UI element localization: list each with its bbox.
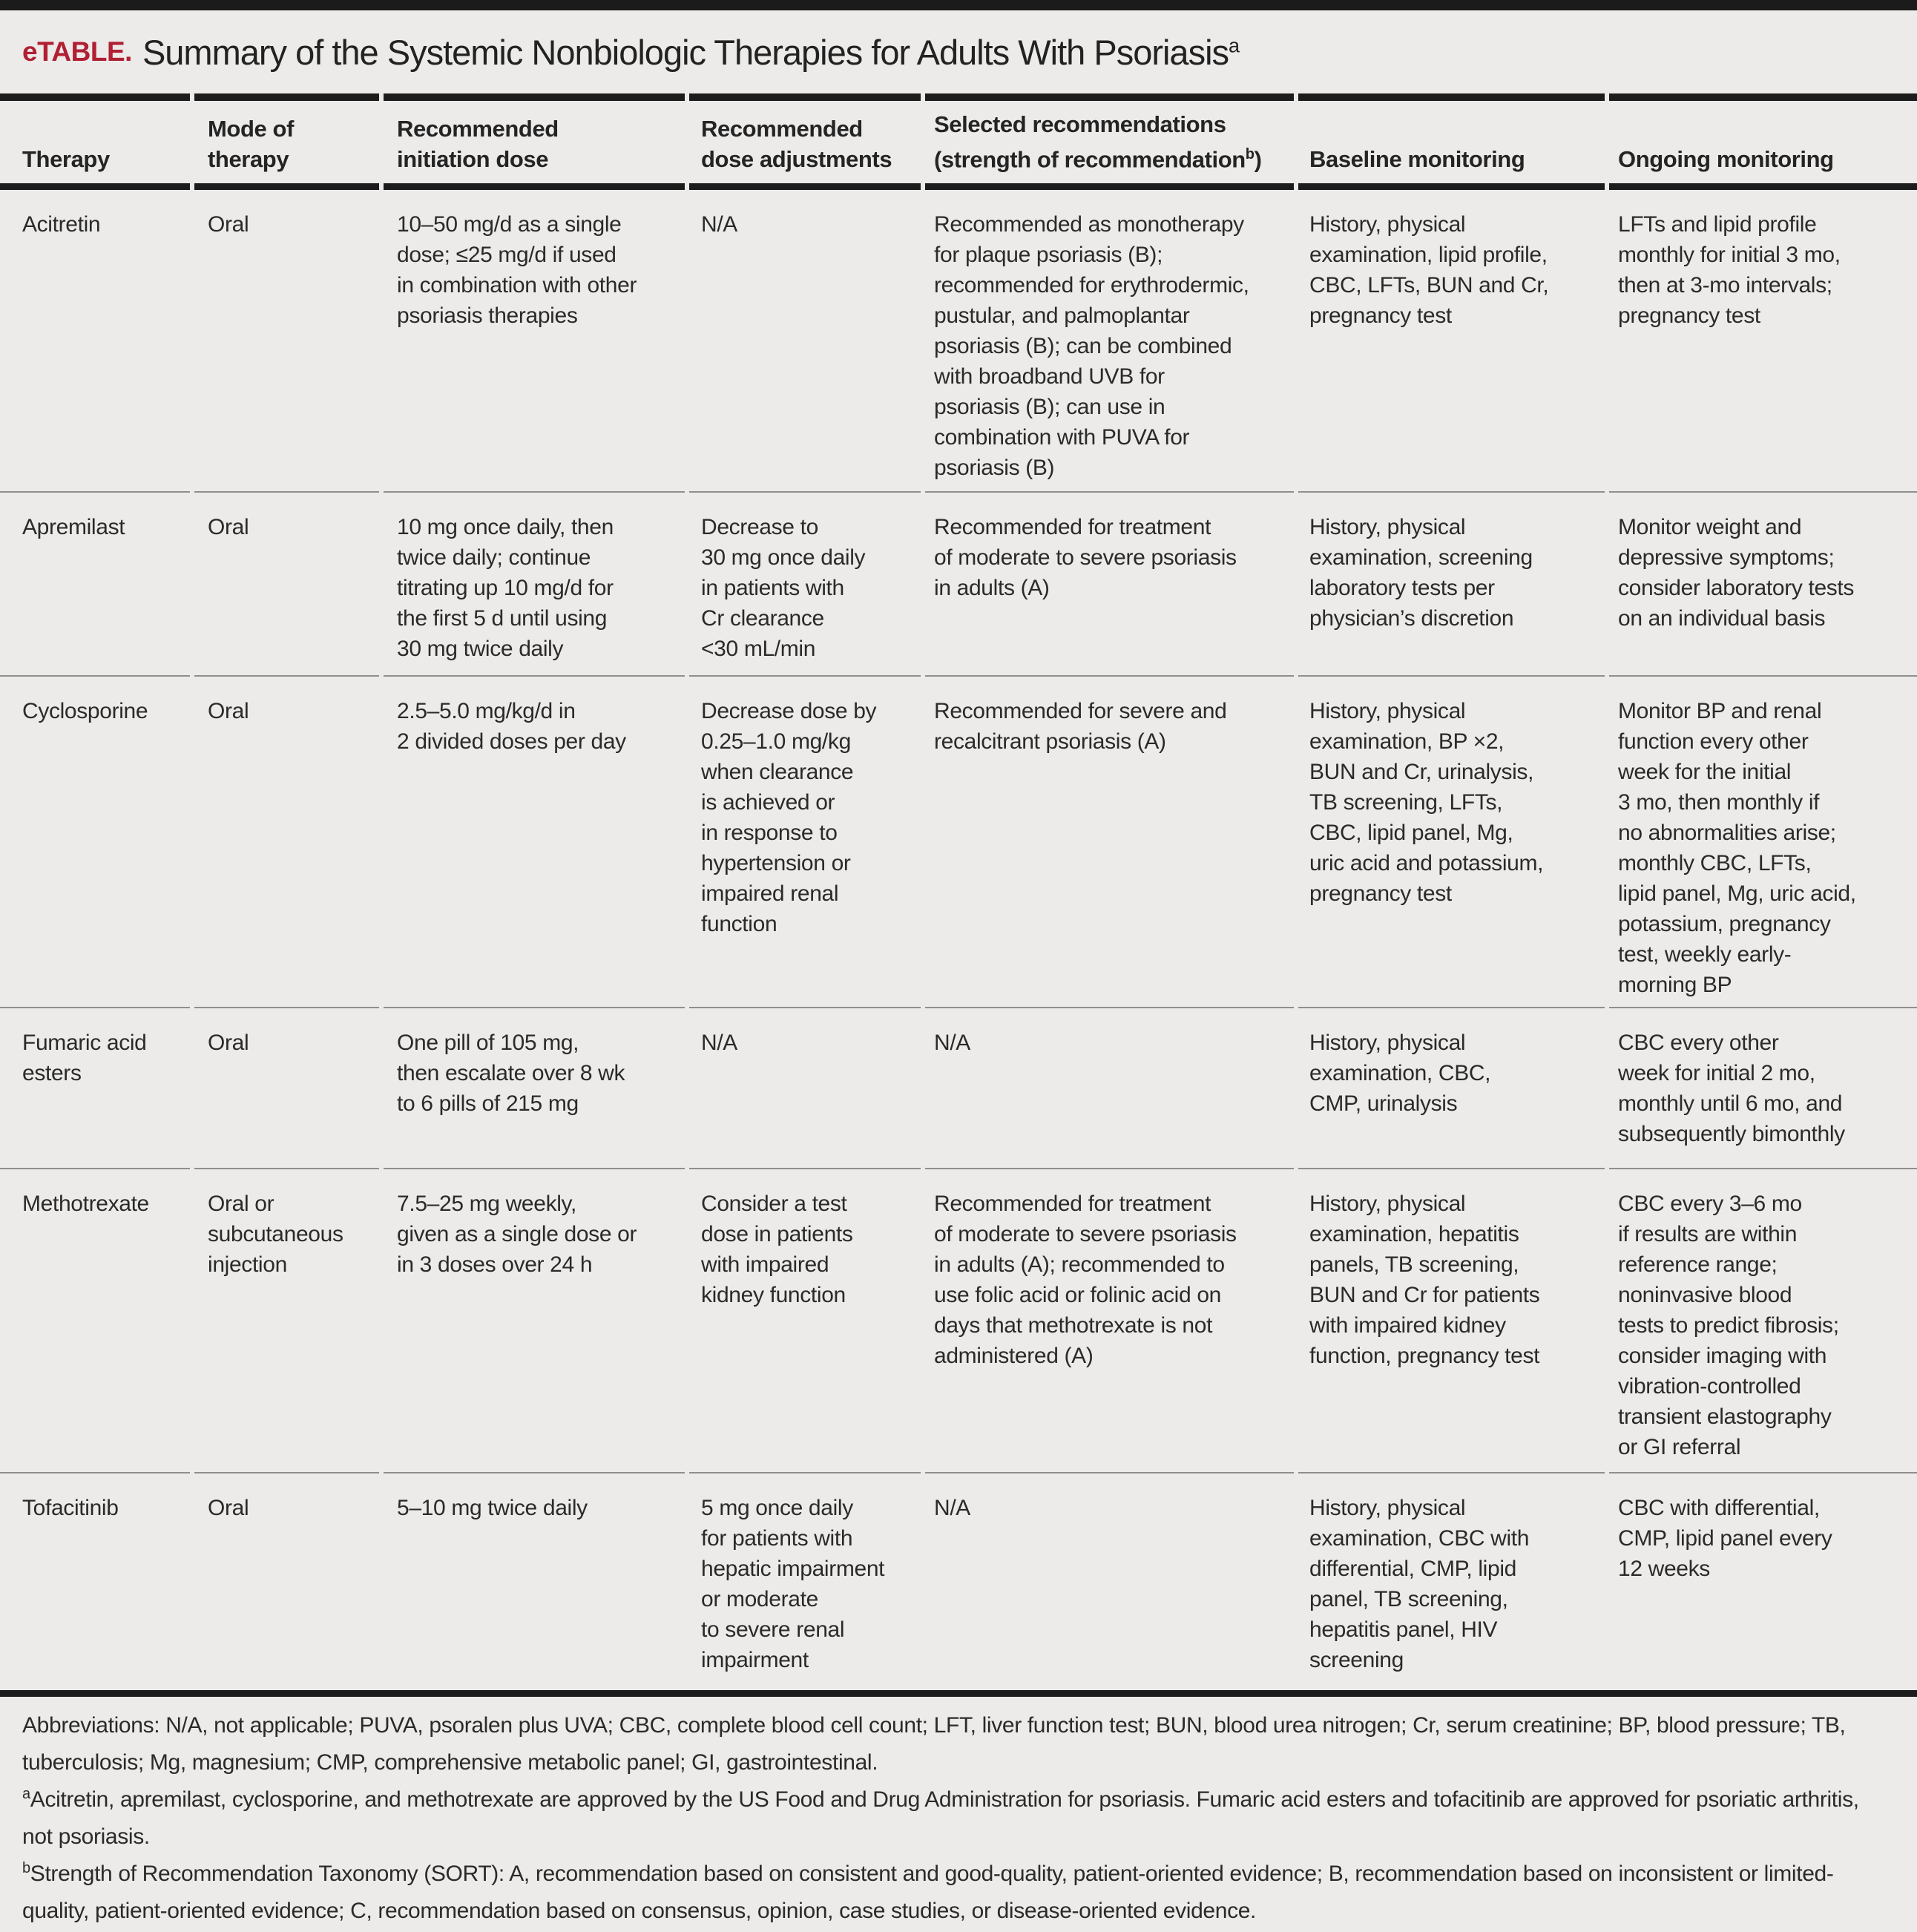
cell-mode: Oral <box>208 1496 249 1520</box>
cell-dose-adjustments: 5 mg once daily for patients with hepati… <box>701 1496 885 1672</box>
cell-baseline-monitoring: History, physical examination, screening… <box>1309 515 1533 631</box>
table-header-row: Therapy Mode of therapy Recommended init… <box>0 101 1917 183</box>
footnote-a-text: Acitretin, apremilast, cyclosporine, and… <box>22 1787 1859 1849</box>
cell-baseline-monitoring: History, physical examination, lipid pro… <box>1309 212 1549 328</box>
footnote-b-marker: b <box>22 1860 30 1876</box>
cell-baseline-monitoring: History, physical examination, hepatitis… <box>1309 1192 1540 1368</box>
cell-baseline-monitoring: History, physical examination, BP ×2, BU… <box>1309 699 1544 906</box>
selected-recommendations-close: ) <box>1254 146 1262 172</box>
table-title: eTABLE. Summary of the Systemic Nonbiolo… <box>0 10 1917 93</box>
cell-dose-adjustments: Decrease dose by 0.25–1.0 mg/kg when cle… <box>701 699 877 936</box>
cell-therapy: Methotrexate <box>22 1192 149 1216</box>
column-header-baseline-monitoring: Baseline monitoring <box>1309 146 1525 172</box>
column-header-therapy: Therapy <box>22 146 110 172</box>
etable-label: eTABLE. <box>22 36 132 67</box>
column-header-selected-recommendations: Selected recommendations (strength of re… <box>925 101 1294 174</box>
cell-recommendations: Recommended for treatment of moderate to… <box>934 515 1237 600</box>
cell-ongoing-monitoring: Monitor BP and renal function every othe… <box>1618 699 1856 997</box>
table-row-acitretin: Acitretin Oral 10–50 mg/d as a single do… <box>0 190 1917 491</box>
cell-ongoing-monitoring: LFTs and lipid profile monthly for initi… <box>1618 212 1841 328</box>
cell-initiation-dose: 2.5–5.0 mg/kg/d in 2 divided doses per d… <box>397 699 626 754</box>
cell-dose-adjustments: N/A <box>701 1031 737 1055</box>
cell-initiation-dose: 7.5–25 mg weekly, given as a single dose… <box>397 1192 637 1277</box>
cell-baseline-monitoring: History, physical examination, CBC, CMP,… <box>1309 1031 1491 1116</box>
cell-dose-adjustments: Decrease to 30 mg once daily in patients… <box>701 515 866 661</box>
rule-below-header <box>0 183 1917 190</box>
cell-ongoing-monitoring: CBC every 3–6 mo if results are within r… <box>1618 1192 1839 1459</box>
cell-mode: Oral or subcutaneous injection <box>208 1192 343 1277</box>
cell-recommendations: Recommended for severe and recalcitrant … <box>934 699 1227 754</box>
cell-recommendations: N/A <box>934 1496 970 1520</box>
column-header-mode: Mode of therapy <box>208 116 295 172</box>
cell-dose-adjustments: Consider a test dose in patients with im… <box>701 1192 853 1307</box>
table-row-cyclosporine: Cyclosporine Oral 2.5–5.0 mg/kg/d in 2 d… <box>0 677 1917 1007</box>
cell-baseline-monitoring: History, physical examination, CBC with … <box>1309 1496 1530 1672</box>
cell-mode: Oral <box>208 699 249 723</box>
footnote-b-text: Strength of Recommendation Taxonomy (SOR… <box>22 1862 1834 1923</box>
row-separator <box>0 1007 1917 1008</box>
selected-recommendations-text: Selected recommendations (strength of re… <box>934 111 1246 172</box>
cell-initiation-dose: One pill of 105 mg, then escalate over 8… <box>397 1031 625 1116</box>
footnotes: Abbreviations: N/A, not applicable; PUVA… <box>0 1697 1917 1930</box>
cell-initiation-dose: 5–10 mg twice daily <box>397 1496 588 1520</box>
cell-therapy: Cyclosporine <box>22 699 148 723</box>
title-footnote-marker: a <box>1229 33 1240 56</box>
footnote-b: bStrength of Recommendation Taxonomy (SO… <box>22 1856 1895 1930</box>
cell-therapy: Apremilast <box>22 515 125 539</box>
cell-ongoing-monitoring: Monitor weight and depressive symptoms; … <box>1618 515 1855 631</box>
table-row-fumaric-acid-esters: Fumaric acid esters Oral One pill of 105… <box>0 1008 1917 1168</box>
title-main: Summary of the Systemic Nonbiologic Ther… <box>142 32 1229 72</box>
cell-recommendations: Recommended as monotherapy for plaque ps… <box>934 212 1249 480</box>
cell-recommendations: Recommended for treatment of moderate to… <box>934 1192 1237 1368</box>
table-row-apremilast: Apremilast Oral 10 mg once daily, then t… <box>0 493 1917 675</box>
column-header-ongoing-monitoring: Ongoing monitoring <box>1618 146 1834 172</box>
column-header-dose-adjustments: Recommended dose adjustments <box>701 116 892 172</box>
cell-therapy: Tofacitinib <box>22 1496 119 1520</box>
cell-initiation-dose: 10 mg once daily, then twice daily; cont… <box>397 515 614 661</box>
top-black-bar <box>0 0 1917 10</box>
row-separator <box>0 491 1917 493</box>
table-row-methotrexate: Methotrexate Oral or subcutaneous inject… <box>0 1169 1917 1472</box>
column-header-initiation-dose: Recommended initiation dose <box>397 116 559 172</box>
cell-initiation-dose: 10–50 mg/d as a single dose; ≤25 mg/d if… <box>397 212 637 328</box>
cell-ongoing-monitoring: CBC every other week for initial 2 mo, m… <box>1618 1031 1845 1146</box>
cell-mode: Oral <box>208 1031 249 1055</box>
row-separator <box>0 675 1917 677</box>
sort-footnote-marker: b <box>1245 145 1255 162</box>
cell-therapy: Acitretin <box>22 212 101 237</box>
rule-below-title <box>0 93 1917 101</box>
rule-above-footnotes <box>0 1690 1917 1697</box>
table-row-tofacitinib: Tofacitinib Oral 5–10 mg twice daily 5 m… <box>0 1473 1917 1690</box>
row-separator <box>0 1168 1917 1169</box>
cell-recommendations: N/A <box>934 1031 970 1055</box>
cell-mode: Oral <box>208 212 249 237</box>
footnote-a: aAcitretin, apremilast, cyclosporine, an… <box>22 1781 1895 1856</box>
footnote-a-marker: a <box>22 1786 30 1802</box>
abbreviations-note: Abbreviations: N/A, not applicable; PUVA… <box>22 1713 1846 1775</box>
cell-dose-adjustments: N/A <box>701 212 737 237</box>
cell-mode: Oral <box>208 515 249 539</box>
title-text: Summary of the Systemic Nonbiologic Ther… <box>142 32 1240 73</box>
selected-recommendations-label: Selected recommendations (strength of re… <box>934 109 1294 174</box>
row-separator <box>0 1472 1917 1473</box>
cell-therapy: Fumaric acid esters <box>22 1031 147 1085</box>
cell-ongoing-monitoring: CBC with differential, CMP, lipid panel … <box>1618 1496 1832 1581</box>
